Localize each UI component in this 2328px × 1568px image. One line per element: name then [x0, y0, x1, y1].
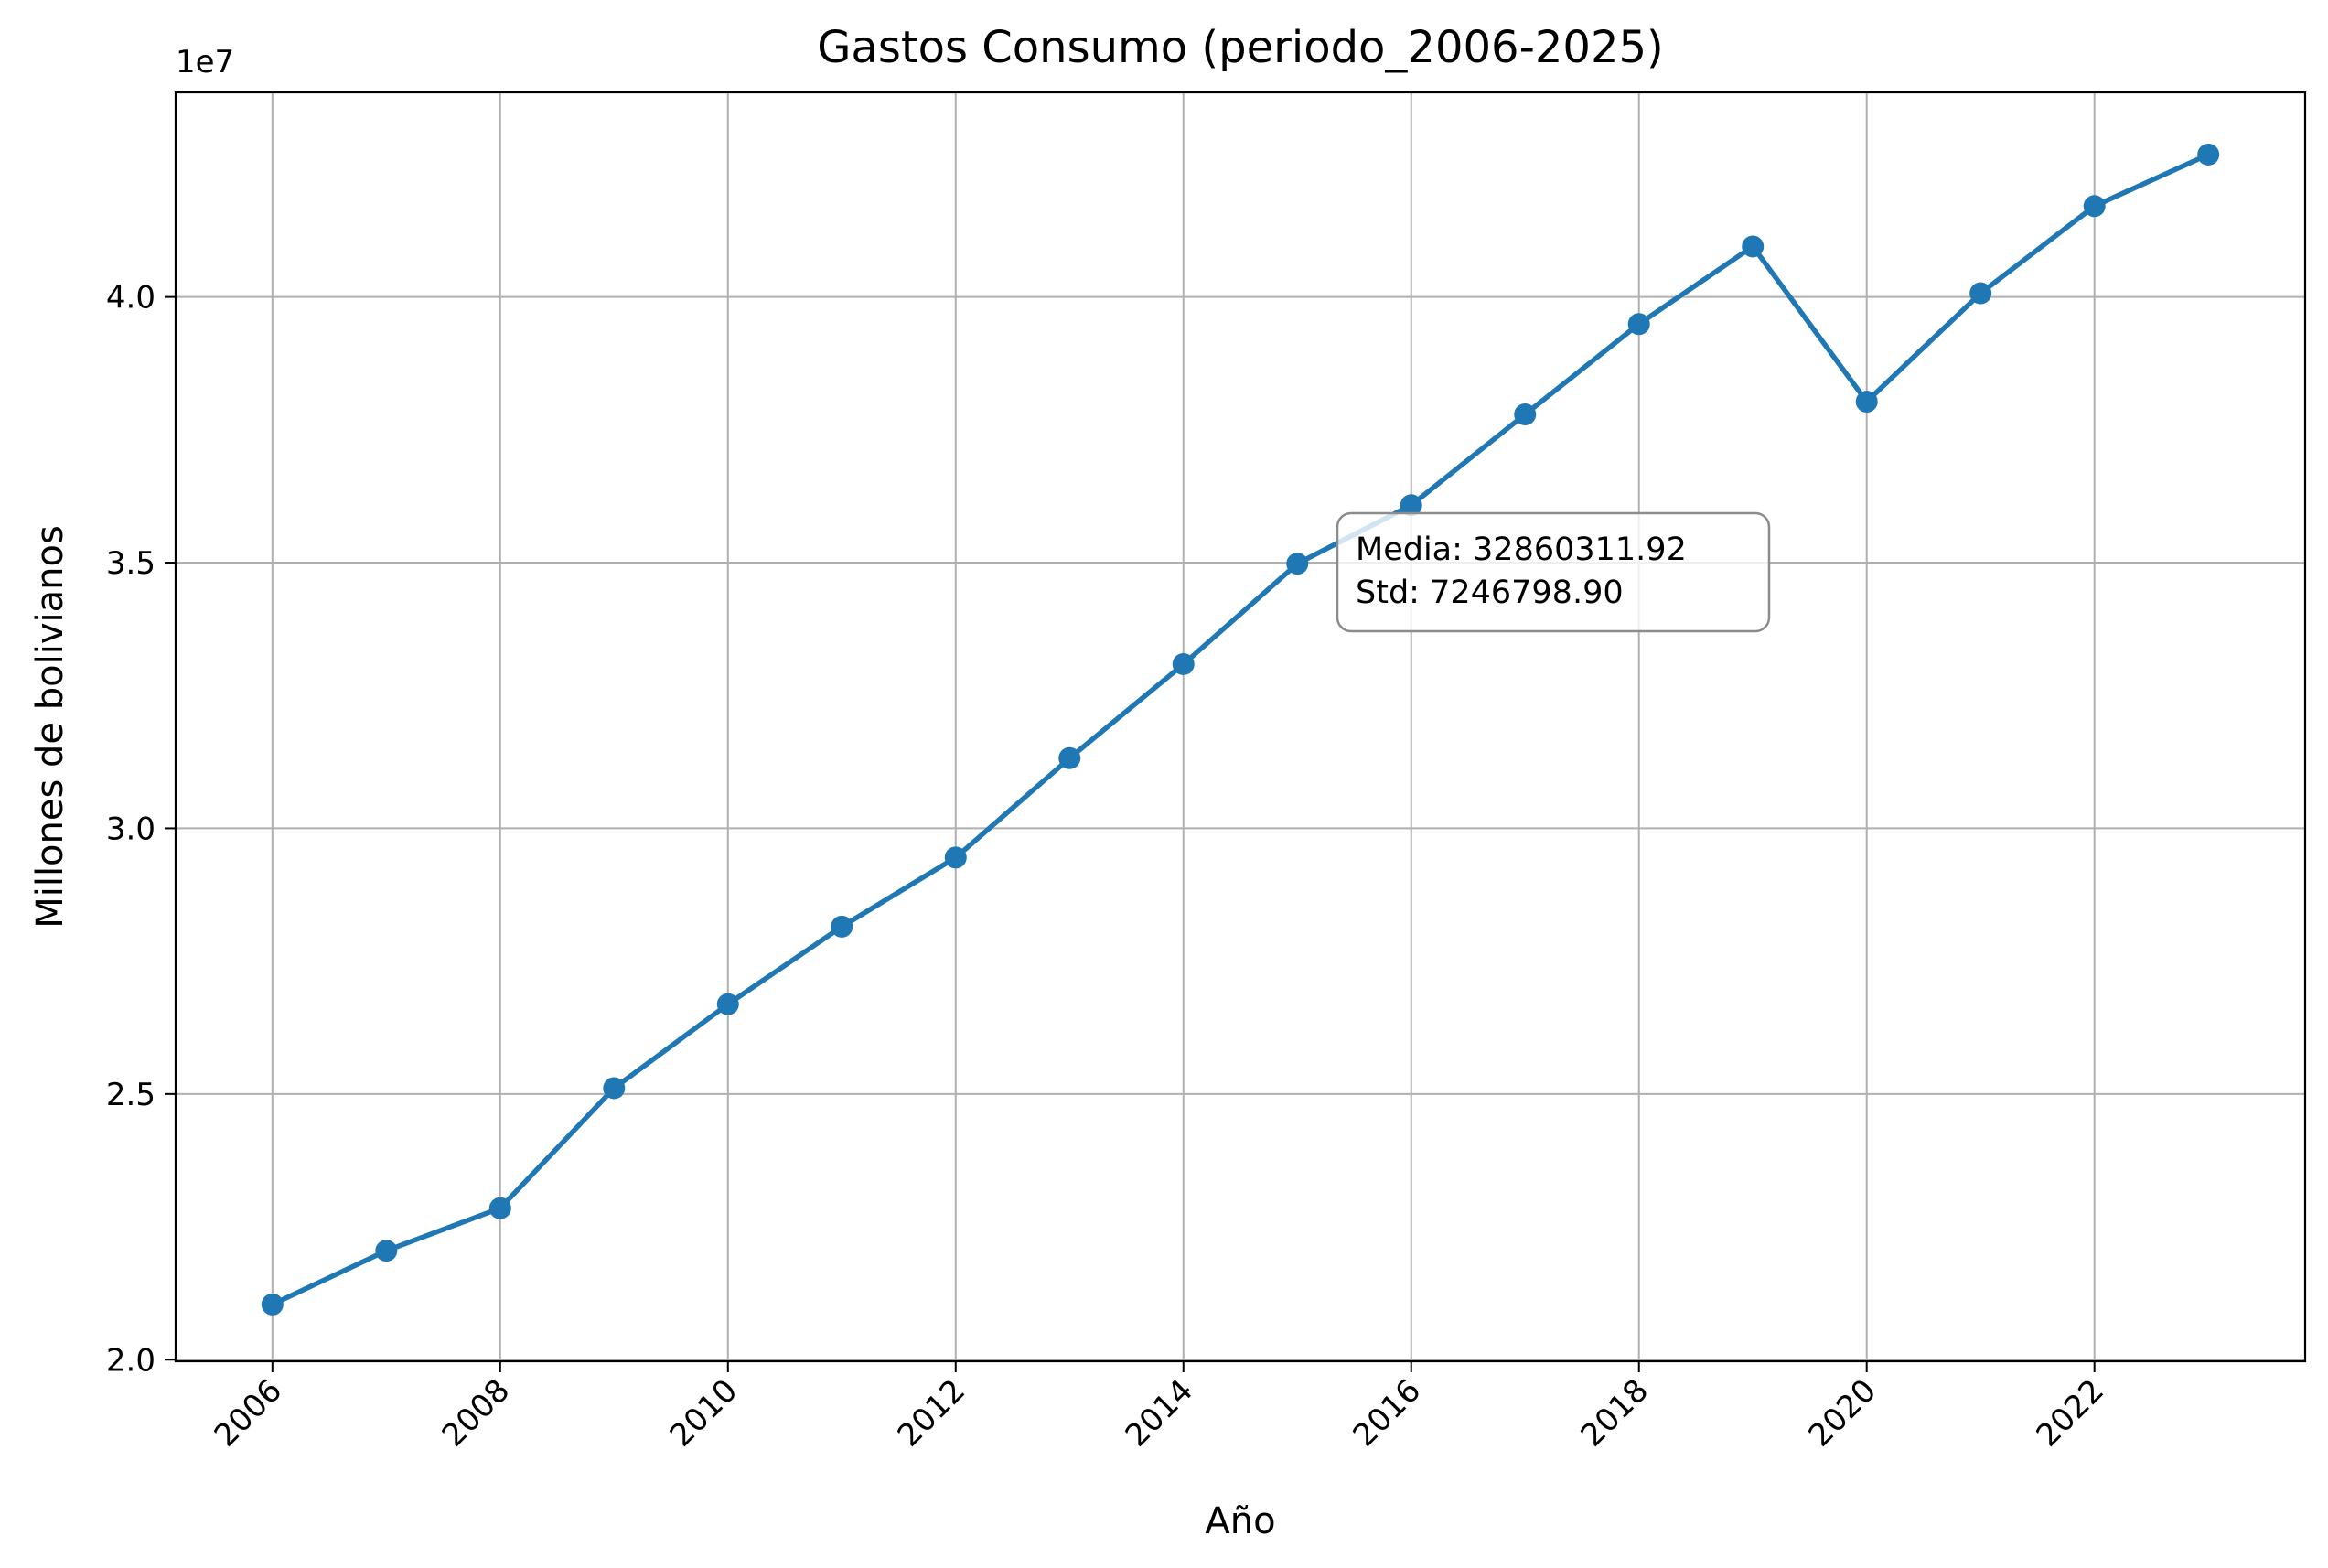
- series-line: [273, 155, 2208, 1305]
- data-point: [2197, 144, 2219, 166]
- annotation-std: Std: 7246798.90: [1356, 575, 1624, 611]
- x-tick-label: 2022: [2030, 1372, 2111, 1454]
- x-tick-label: 2018: [1574, 1372, 1656, 1454]
- data-point: [1058, 747, 1080, 769]
- data-point: [1856, 391, 1878, 413]
- x-tick-label: 2016: [1346, 1372, 1428, 1454]
- data-point: [262, 1294, 284, 1316]
- x-tick-label: 2014: [1119, 1372, 1200, 1454]
- y-tick-label: 4.0: [106, 280, 156, 317]
- y-axis-label: Millones de bolivianos: [29, 525, 71, 929]
- data-point: [945, 846, 967, 868]
- data-point: [603, 1077, 625, 1099]
- data-point: [375, 1240, 397, 1262]
- y-tick-label: 3.0: [106, 811, 156, 847]
- annotation-mean: Media: 32860311.92: [1356, 532, 1687, 568]
- x-axis: 2006 2008 2010 2012 2014 2016 2018 2020 2022: [208, 1361, 2111, 1455]
- data-point: [1969, 283, 1991, 305]
- x-tick-label: 2006: [208, 1372, 289, 1454]
- data-point: [1286, 553, 1308, 575]
- x-axis-label: Año: [1205, 1500, 1275, 1542]
- data-point: [717, 993, 739, 1015]
- x-tick-label: 2012: [891, 1372, 972, 1454]
- data-point: [1628, 313, 1650, 335]
- y-axis: 2.0 2.5 3.0 3.5 4.0: [106, 280, 176, 1380]
- data-point: [489, 1197, 511, 1219]
- data-point: [1742, 235, 1764, 257]
- x-tick-label: 2008: [435, 1372, 517, 1454]
- y-axis-offset-label: 1e7: [176, 44, 234, 81]
- y-tick-label: 2.5: [106, 1077, 156, 1113]
- chart-title: Gastos Consumo (periodo_2006-2025): [817, 22, 1664, 73]
- y-tick-label: 2.0: [106, 1342, 156, 1379]
- data-point: [831, 916, 853, 938]
- data-point: [1173, 653, 1195, 675]
- plot-frame: [176, 92, 2305, 1361]
- annotation-box: Media: 32860311.92 Std: 7246798.90: [1337, 513, 1769, 631]
- data-point: [2084, 195, 2106, 217]
- series-layer: [262, 144, 2219, 1316]
- x-tick-label: 2020: [1802, 1372, 1883, 1454]
- data-point: [1514, 403, 1536, 425]
- grid: [176, 92, 2305, 1361]
- y-tick-label: 3.5: [106, 545, 156, 582]
- x-tick-label: 2010: [663, 1372, 745, 1454]
